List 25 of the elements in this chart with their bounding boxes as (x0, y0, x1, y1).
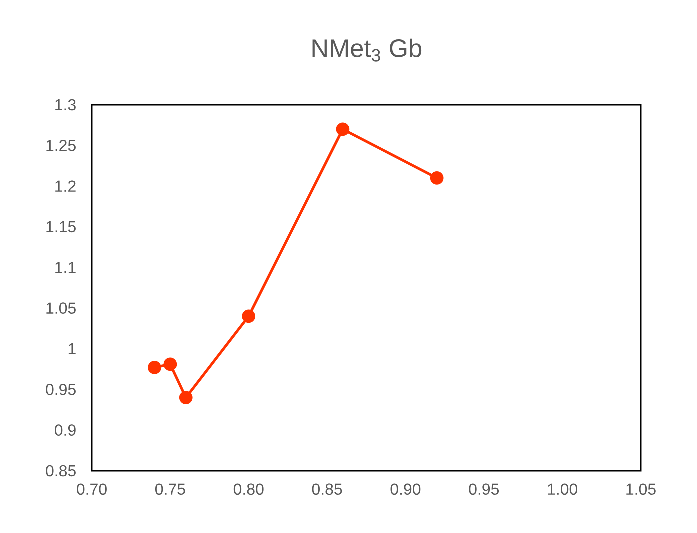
y-tick-label: 1.1 (56, 262, 76, 274)
y-tick-label: 1.15 (46, 221, 76, 233)
y-tick-label: 1 (68, 344, 76, 355)
point (148, 361, 162, 374)
x-tick-label: 1.05 (626, 484, 656, 496)
y-tick-label: 1.25 (46, 140, 76, 152)
y-tick-label: 0.95 (46, 384, 76, 396)
y-tick-label: 1.05 (46, 302, 76, 314)
y-tick-label: 1.2 (56, 180, 76, 192)
y-tick-label: 0.9 (55, 424, 76, 436)
point (242, 310, 256, 324)
x-tick-label: 1.00 (548, 484, 578, 496)
y-tick-label: 1.3 (56, 99, 76, 111)
x-tick-label: 0.95 (469, 484, 500, 496)
x-tick-label: 0.80 (234, 484, 264, 496)
y-tick-label: 0.85 (46, 465, 76, 477)
x-tick-label: 0.85 (312, 484, 342, 496)
point (430, 172, 444, 185)
point (164, 358, 178, 372)
x-tick-label: 0.70 (77, 484, 107, 496)
x-tick-label: 0.75 (155, 484, 186, 496)
point (179, 391, 193, 404)
chart-title: NMet$_{3}$ Gb (312, 38, 422, 62)
point (336, 122, 350, 136)
x-tick-label: 0.90 (390, 484, 421, 496)
